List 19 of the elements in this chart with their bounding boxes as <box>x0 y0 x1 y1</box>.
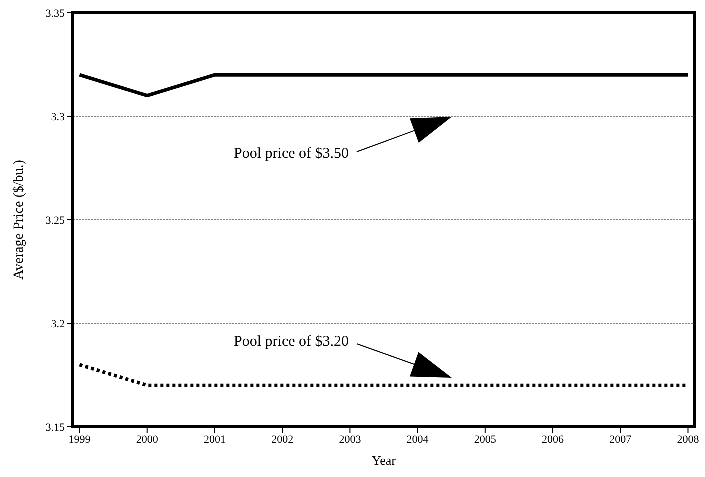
x-tick-label: 2002 <box>272 434 294 446</box>
x-tick-label: 2006 <box>542 434 565 446</box>
x-tick-label: 2003 <box>339 434 362 446</box>
x-tick-label: 2004 <box>406 434 430 446</box>
y-tick-label: 3.15 <box>46 422 66 434</box>
x-axis-title: Year <box>372 453 397 468</box>
annotation: Pool price of $3.20 <box>234 334 349 350</box>
x-tick-label: 2005 <box>474 434 497 446</box>
x-tick-label: 2000 <box>136 434 159 446</box>
y-tick-label: 3.3 <box>51 111 66 124</box>
y-axis-title: Average Price ($/bu.) <box>12 160 27 280</box>
annotation: Pool price of $3.50 <box>234 146 349 162</box>
y-tick-label: 3.35 <box>46 8 66 20</box>
x-tick-label: 2008 <box>677 434 700 446</box>
y-tick-label: 3.2 <box>51 318 65 330</box>
x-tick-label: 1999 <box>68 434 92 446</box>
y-tick-label: 3.25 <box>46 214 66 227</box>
x-tick-label: 2001 <box>204 434 226 446</box>
x-tick-label: 2007 <box>610 434 632 446</box>
